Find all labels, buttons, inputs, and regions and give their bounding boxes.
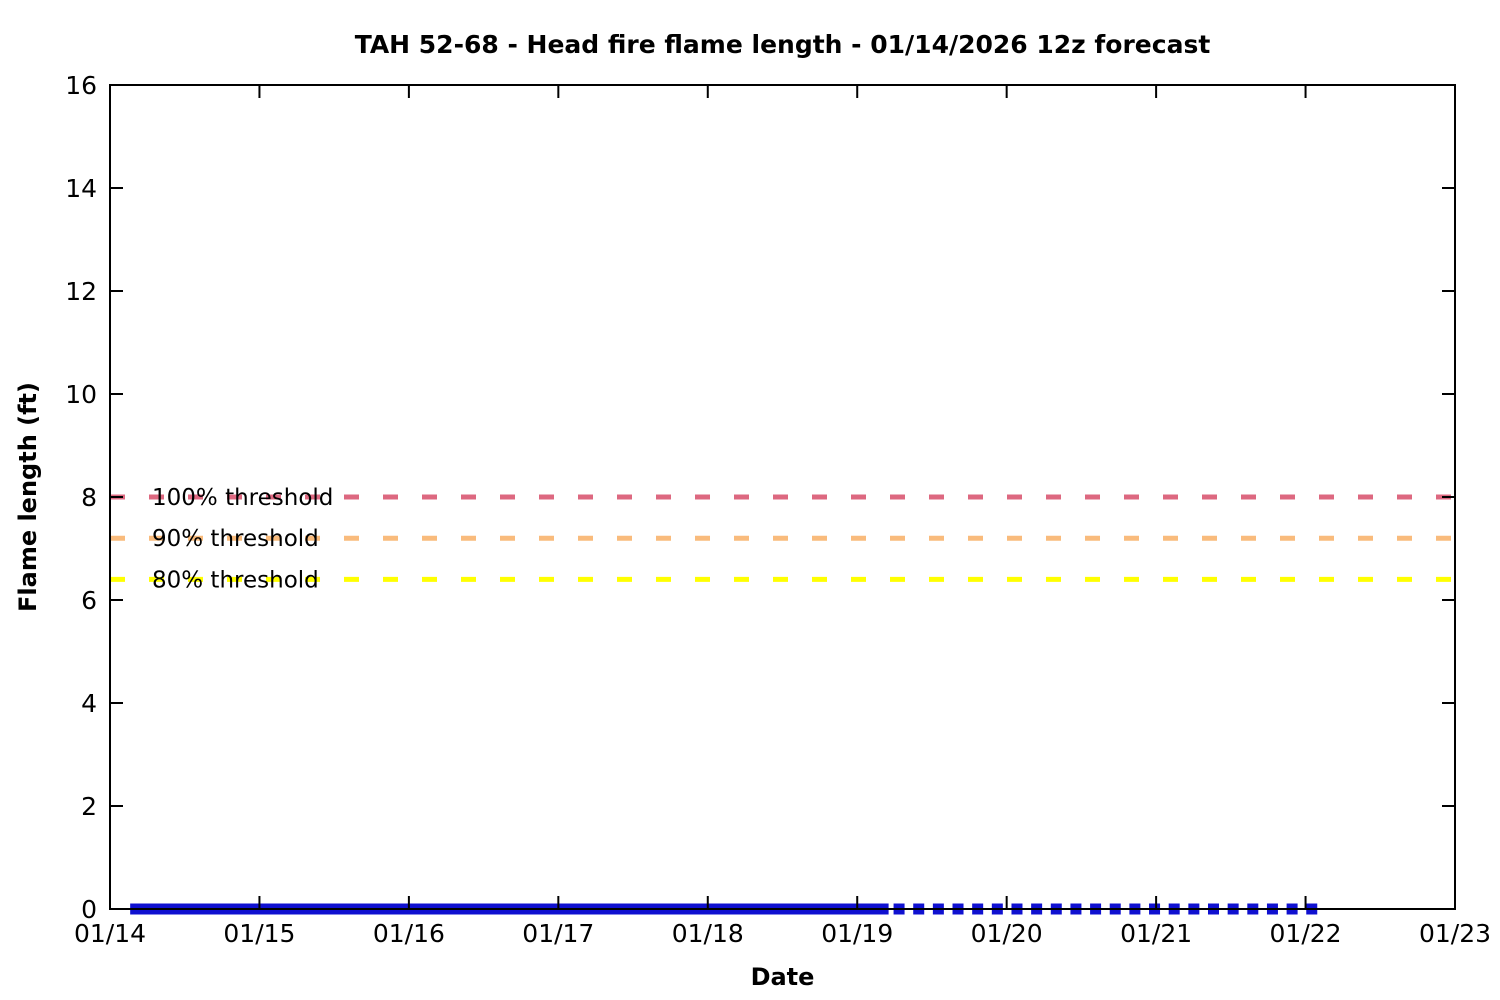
y-tick-label: 10 <box>65 380 97 409</box>
threshold-label: 80% threshold <box>152 567 319 593</box>
y-tick-label: 12 <box>65 277 97 306</box>
x-tick-label: 01/15 <box>223 919 295 948</box>
y-tick-label: 16 <box>65 71 97 100</box>
x-tick-label: 01/22 <box>1270 919 1342 948</box>
x-axis-label: Date <box>750 963 815 991</box>
y-tick-label: 4 <box>81 689 97 718</box>
x-tick-label: 01/21 <box>1120 919 1192 948</box>
x-tick-label: 01/16 <box>373 919 445 948</box>
y-tick-label: 14 <box>65 174 97 203</box>
x-tick-label: 01/17 <box>522 919 594 948</box>
y-tick-label: 8 <box>81 483 97 512</box>
x-tick-label: 01/23 <box>1419 919 1491 948</box>
chart-title: TAH 52-68 - Head fire flame length - 01/… <box>354 30 1211 59</box>
x-tick-label: 01/19 <box>821 919 893 948</box>
y-tick-label: 0 <box>81 895 97 924</box>
threshold-label: 90% threshold <box>152 526 319 552</box>
x-tick-label: 01/14 <box>74 919 146 948</box>
x-tick-label: 01/20 <box>971 919 1043 948</box>
y-tick-label: 2 <box>81 792 97 821</box>
x-tick-label: 01/18 <box>672 919 744 948</box>
threshold-label: 100% threshold <box>152 485 333 511</box>
y-tick-label: 6 <box>81 586 97 615</box>
